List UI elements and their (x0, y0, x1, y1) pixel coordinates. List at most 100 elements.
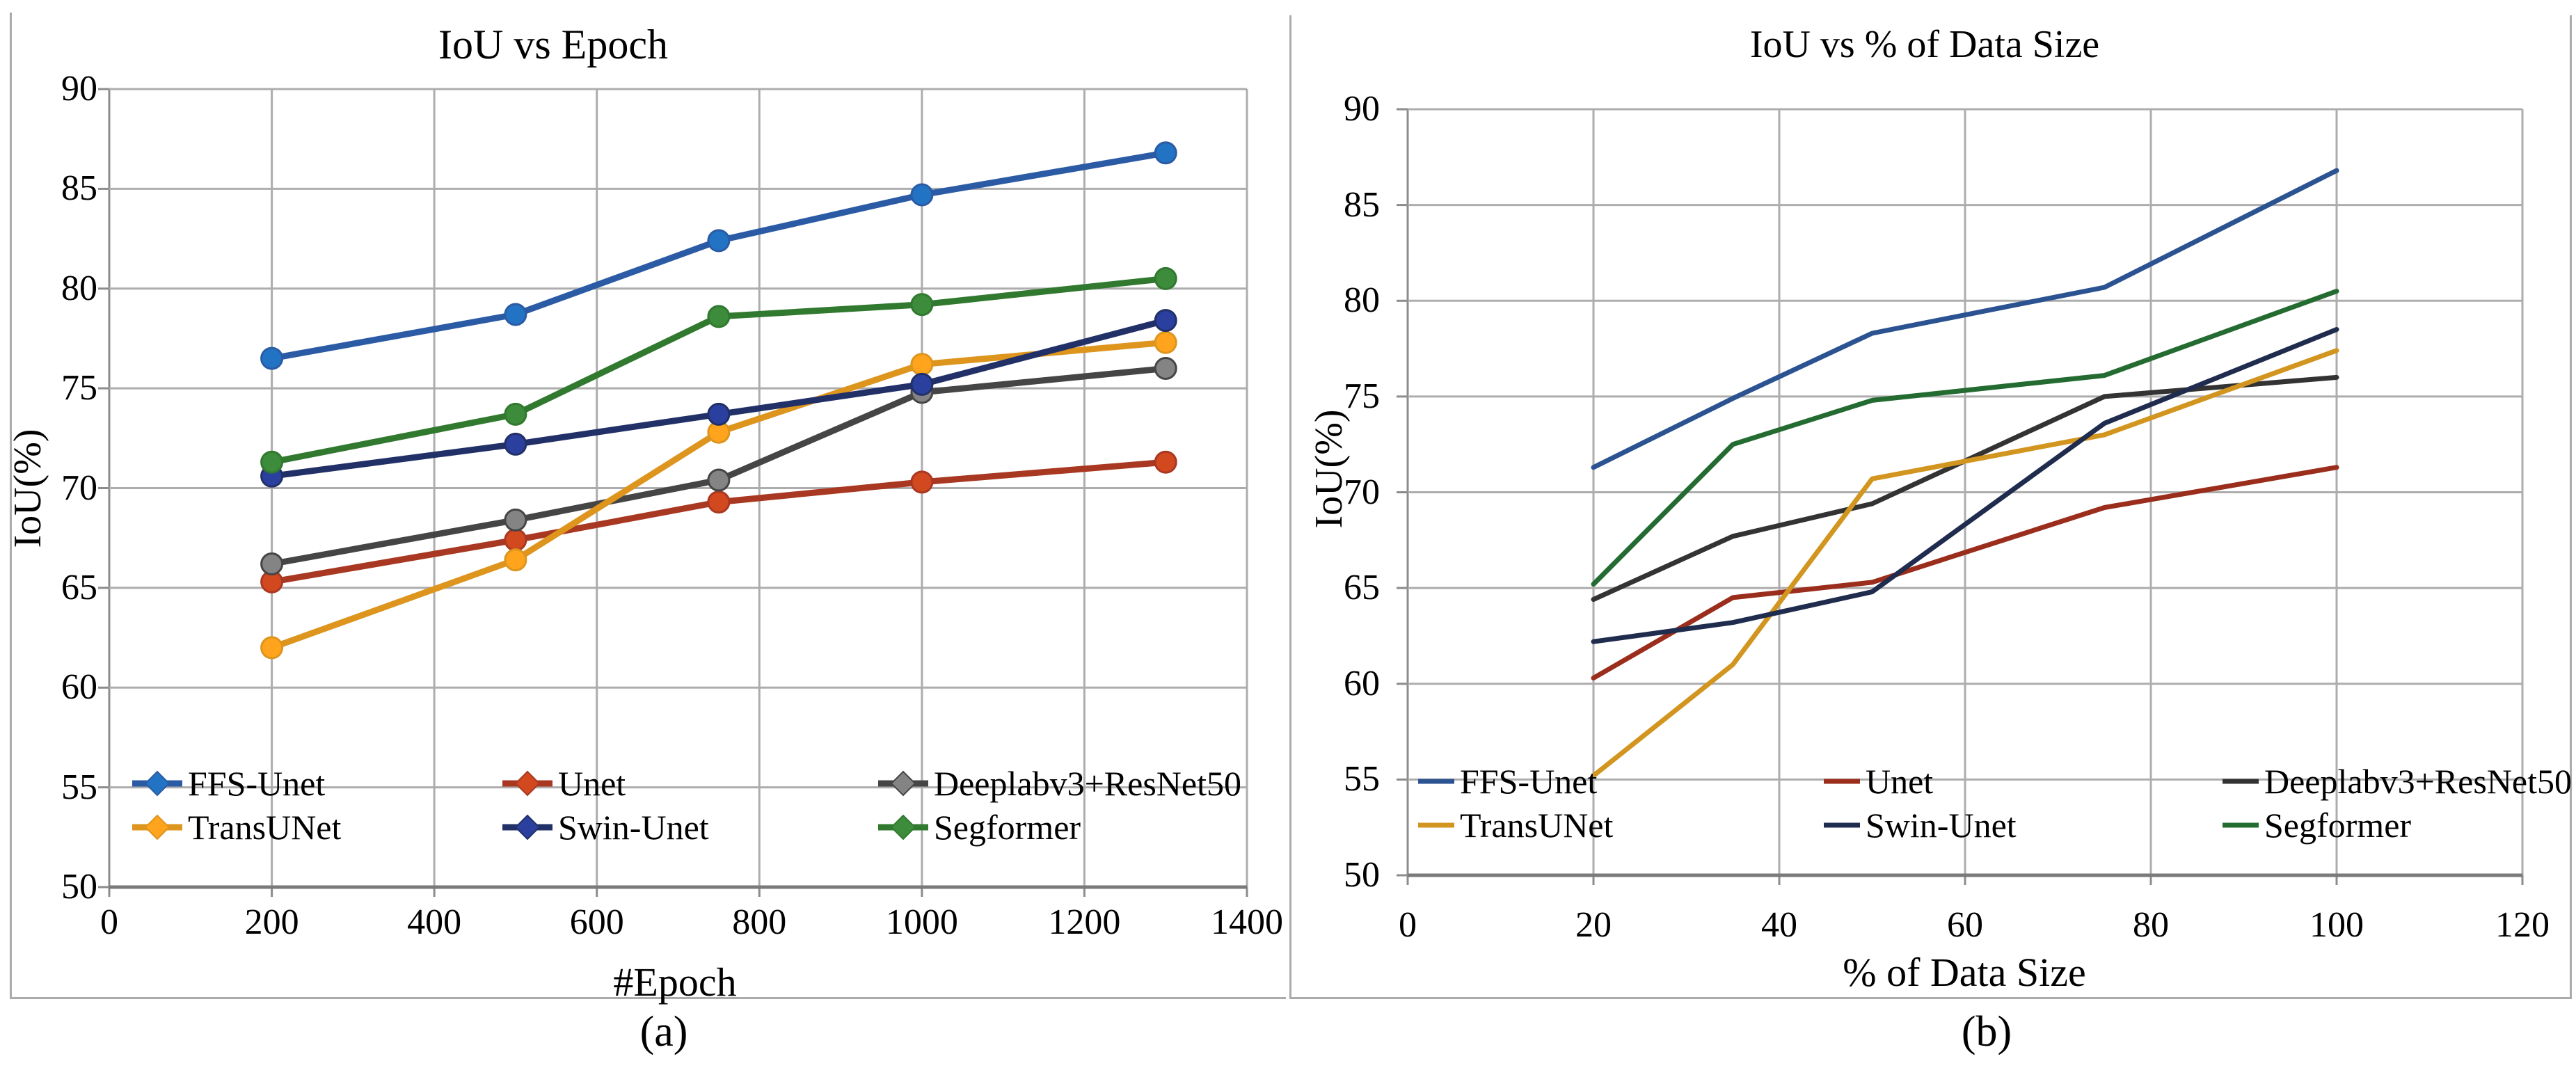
y-tick-label: 55 (1344, 759, 1380, 799)
panel-b: IoU vs % of Data Size IoU(%) % of Data S… (1288, 0, 2576, 1068)
y-axis-title-b: IoU(%) (1307, 409, 1351, 529)
segformer-marker (1154, 266, 1177, 290)
deeplabv3-resnet50-swatch-icon (878, 770, 928, 797)
ffs-unet-marker (707, 229, 731, 253)
y-tick-label: 55 (61, 767, 97, 807)
legend-label: TransUNet (188, 808, 342, 847)
swin-unet-swatch-icon (502, 814, 552, 840)
y-tick-label: 75 (61, 368, 97, 408)
swin-unet-line (1591, 327, 2339, 644)
transunet-marker (504, 548, 527, 572)
deeplabv3-resnet50-marker (707, 468, 731, 492)
x-tick-label: 0 (1399, 905, 1417, 945)
ffs-unet-marker (910, 183, 934, 207)
panel-a: IoU vs Epoch IoU(%) #Epoch (a) 90 85 80 75 7… (6, 13, 1286, 1055)
legend-item-swin-unet: Swin-Unet (502, 805, 709, 850)
unet-line (1591, 465, 2339, 680)
ffs-unet-line (1591, 168, 2339, 470)
y-tick-label: 90 (1344, 89, 1380, 129)
y-tick-label: 85 (61, 168, 97, 209)
unet-swatch-icon (1824, 779, 1860, 784)
swin-unet-marker (1154, 309, 1177, 333)
y-tick-label: 85 (1344, 184, 1380, 225)
legend-item-unet: Unet (1824, 759, 1933, 804)
x-tick-label: 20 (1575, 905, 1612, 945)
legend-label: Unet (1866, 762, 1934, 801)
ffs-unet-swatch-icon (132, 770, 182, 797)
y-tick-label: 50 (61, 867, 97, 907)
legend-label: Swin-Unet (1866, 806, 2017, 845)
ffs-unet-marker (260, 346, 284, 370)
x-tick-label: 60 (1947, 905, 1983, 945)
deeplabv3-resnet50-line (269, 365, 1169, 567)
transunet-marker (260, 636, 284, 660)
legend-item-unet: Unet (502, 761, 626, 806)
plot-area-b (1397, 108, 2524, 885)
transunet-line (1591, 348, 2339, 779)
ffs-unet-swatch-icon (1418, 779, 1454, 784)
y-tick-label: 65 (1344, 568, 1380, 608)
ffs-unet-marker (1154, 141, 1177, 165)
legend-item-deeplabv3-resnet50: Deeplabv3+ResNet50 (2223, 759, 2572, 804)
segformer-line (1591, 289, 2339, 587)
y-tick-label: 80 (1344, 280, 1380, 321)
transunet-swatch-icon (132, 814, 182, 840)
swin-unet-marker (707, 402, 731, 426)
x-tick-label: 1000 (885, 902, 958, 942)
x-axis-title-b: % of Data Size (1843, 950, 2086, 995)
ffs-unet-marker (504, 303, 527, 326)
legend-label: Unet (558, 764, 626, 803)
x-tick-label: 1400 (1211, 902, 1283, 942)
x-tick-label: 800 (732, 902, 787, 942)
legend-label: Segformer (2264, 806, 2412, 845)
x-tick-label: 80 (2133, 905, 2169, 945)
legend-item-transunet: TransUNet (1418, 803, 1613, 847)
y-tick-label: 75 (1344, 376, 1380, 416)
y-tick-label: 70 (1344, 472, 1380, 512)
y-tick-label: 60 (1344, 663, 1380, 703)
unet-marker (1154, 450, 1177, 474)
transunet-marker (1154, 330, 1177, 354)
legend-item-transunet: TransUNet (132, 805, 341, 850)
unet-marker (504, 528, 527, 552)
x-tick-label: 400 (407, 902, 462, 942)
chart-title-a: IoU vs Epoch (438, 22, 668, 67)
transunet-marker (910, 353, 934, 376)
caption-a: (a) (639, 1008, 688, 1055)
plot-area-a (98, 88, 1248, 897)
y-tick-label: 60 (61, 667, 97, 708)
x-tick-label: 40 (1761, 905, 1797, 945)
legend-item-deeplabv3-resnet50: Deeplabv3+ResNet50 (878, 761, 1241, 806)
y-tick-label: 80 (61, 268, 97, 308)
legend-item-segformer: Segformer (878, 805, 1081, 850)
unet-marker (910, 470, 934, 494)
segformer-swatch-icon (878, 814, 928, 840)
segformer-swatch-icon (2223, 822, 2259, 828)
y-tick-label: 50 (1344, 855, 1380, 895)
legend-item-ffs-unet: FFS-Unet (132, 761, 325, 806)
segformer-marker (707, 305, 731, 328)
x-tick-label: 600 (569, 902, 624, 942)
chart-title-b: IoU vs % of Data Size (1749, 23, 2100, 66)
x-tick-label: 120 (2495, 905, 2550, 945)
swin-unet-line (269, 317, 1169, 479)
y-tick-label: 90 (61, 69, 97, 109)
x-axis-title-a: #Epoch (613, 959, 737, 1005)
legend-label: TransUNet (1460, 806, 1614, 845)
legend-item-ffs-unet: FFS-Unet (1418, 759, 1597, 804)
legend-label: Deeplabv3+ResNet50 (2264, 762, 2572, 801)
unet-swatch-icon (502, 770, 552, 797)
y-tick-label: 70 (61, 468, 97, 508)
swin-unet-marker (910, 372, 934, 396)
caption-b: (b) (1961, 1008, 2012, 1055)
swin-unet-swatch-icon (1824, 822, 1860, 828)
x-tick-label: 1200 (1048, 902, 1121, 942)
legend-item-swin-unet: Swin-Unet (1824, 803, 2017, 847)
segformer-marker (910, 293, 934, 317)
deeplabv3-resnet50-marker (504, 508, 527, 532)
swin-unet-marker (504, 432, 527, 456)
deeplabv3-resnet50-marker (260, 552, 284, 575)
x-tick-label: 0 (100, 902, 118, 942)
legend-item-segformer: Segformer (2223, 803, 2411, 847)
